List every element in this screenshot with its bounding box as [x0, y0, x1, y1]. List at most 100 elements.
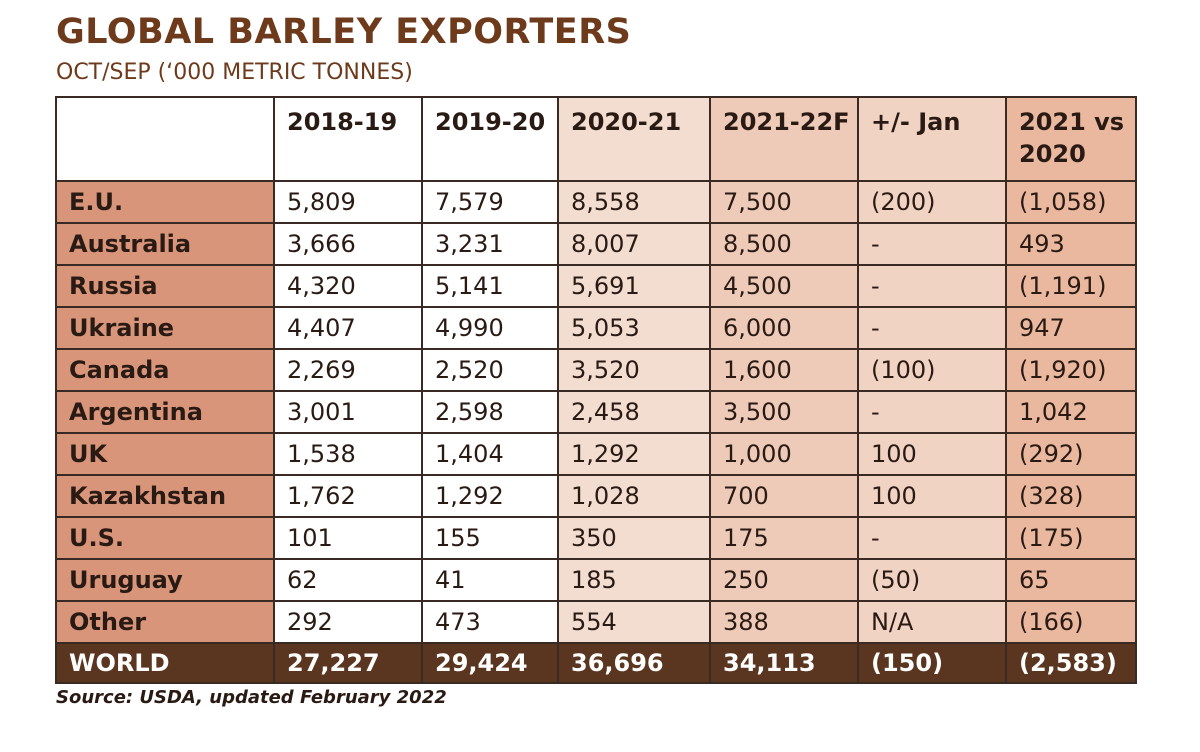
table-cell: 700: [709, 474, 859, 518]
table-cell: 3,520: [557, 348, 711, 392]
page-title: GLOBAL BARLEY EXPORTERS: [56, 12, 632, 52]
row-label: U.S.: [55, 516, 275, 560]
table-cell: (292): [1005, 432, 1137, 476]
table-cell: 7,579: [421, 180, 559, 224]
table-cell: 5,691: [557, 264, 711, 308]
table-cell: 1,000: [709, 432, 859, 476]
table-cell: 34,113: [709, 642, 859, 684]
table-cell: (150): [857, 642, 1007, 684]
table-cell: 3,231: [421, 222, 559, 266]
column-header: 2021-22F: [709, 96, 859, 182]
row-label: Ukraine: [55, 306, 275, 350]
column-header: 2021 vs 2020: [1005, 96, 1137, 182]
row-label: Uruguay: [55, 558, 275, 602]
table-row: UK 1,538 1,404 1,292 1,000 100 (292): [55, 432, 1137, 476]
table-row: E.U. 5,809 7,579 8,558 7,500 (200) (1,058): [55, 180, 1137, 224]
table-cell: 493: [1005, 222, 1137, 266]
table-cell: 175: [709, 516, 859, 560]
table-row: Kazakhstan 1,762 1,292 1,028 700 100 (328): [55, 474, 1137, 518]
table-cell: (2,583): [1005, 642, 1137, 684]
table-cell: 100: [857, 432, 1007, 476]
table-cell: 1,600: [709, 348, 859, 392]
column-header: 2019-20: [421, 96, 559, 182]
table-cell: -: [857, 516, 1007, 560]
table-row: Ukraine 4,407 4,990 5,053 6,000-947: [55, 306, 1137, 350]
table-row: Russia 4,320 5,141 5,691 4,500- (1,191): [55, 264, 1137, 308]
row-label: WORLD: [55, 642, 275, 684]
table-cell: 1,292: [557, 432, 711, 476]
table-cell: 1,404: [421, 432, 559, 476]
table-cell: (1,058): [1005, 180, 1137, 224]
table-cell: 2,520: [421, 348, 559, 392]
table-cell: 2,598: [421, 390, 559, 434]
table-row: Other 292 473 554 388 N/A (166): [55, 600, 1137, 644]
column-header: 2020-21: [557, 96, 711, 182]
table-row: Uruguay 62 41 185 250 (50) 65: [55, 558, 1137, 602]
table-cell: 3,666: [273, 222, 423, 266]
page-subtitle: OCT/SEP (‘000 METRIC TONNES): [56, 60, 413, 85]
table-cell: -: [857, 222, 1007, 266]
table-cell: 1,762: [273, 474, 423, 518]
table-cell: 36,696: [557, 642, 711, 684]
row-label: Russia: [55, 264, 275, 308]
table-cell: 8,500: [709, 222, 859, 266]
table-cell: (50): [857, 558, 1007, 602]
row-label: E.U.: [55, 180, 275, 224]
table-cell: 5,141: [421, 264, 559, 308]
table-cell: -: [857, 390, 1007, 434]
table-cell: 29,424: [421, 642, 559, 684]
table-cell: (1,191): [1005, 264, 1137, 308]
table-cell: (175): [1005, 516, 1137, 560]
table-cell: (100): [857, 348, 1007, 392]
row-label: Argentina: [55, 390, 275, 434]
table-cell: 27,227: [273, 642, 423, 684]
table-cell: 1,028: [557, 474, 711, 518]
table-cell: -: [857, 306, 1007, 350]
table-cell: 388: [709, 600, 859, 644]
table-row: Canada 2,269 2,520 3,520 1,600 (100) (1,920): [55, 348, 1137, 392]
table-cell: 62: [273, 558, 423, 602]
table-cell: 41: [421, 558, 559, 602]
column-header: +/- Jan: [857, 96, 1007, 182]
column-header: 2018-19: [273, 96, 423, 182]
table-cell: 155: [421, 516, 559, 560]
table-cell: 1,042: [1005, 390, 1137, 434]
barley-exporters-table: 2018-19 2019-20 2020-21 2021-22F +/- Jan…: [55, 96, 1137, 684]
table-cell: 350: [557, 516, 711, 560]
table-cell: N/A: [857, 600, 1007, 644]
table-row: Argentina 3,001 2,598 2,458 3,500-1,042: [55, 390, 1137, 434]
table-row: U.S. 101 155 350 175- (175): [55, 516, 1137, 560]
table-cell: 4,320: [273, 264, 423, 308]
row-label: Other: [55, 600, 275, 644]
table-cell: 5,809: [273, 180, 423, 224]
row-label: UK: [55, 432, 275, 476]
table-cell: 1,292: [421, 474, 559, 518]
table-cell: 7,500: [709, 180, 859, 224]
table-cell: 65: [1005, 558, 1137, 602]
table-cell: 5,053: [557, 306, 711, 350]
table-cell: 2,458: [557, 390, 711, 434]
table-cell: (166): [1005, 600, 1137, 644]
table-cell: 4,407: [273, 306, 423, 350]
source-note: Source: USDA, updated February 2022: [56, 687, 447, 708]
table-cell: 554: [557, 600, 711, 644]
table-cell: 6,000: [709, 306, 859, 350]
total-row: WORLD 27,227 29,424 36,696 34,113 (150) (2,583…: [55, 642, 1137, 684]
table-cell: 3,500: [709, 390, 859, 434]
table-cell: 4,500: [709, 264, 859, 308]
table-cell: (1,920): [1005, 348, 1137, 392]
table-cell: 2,269: [273, 348, 423, 392]
table-cell: 101: [273, 516, 423, 560]
row-label: Kazakhstan: [55, 474, 275, 518]
table-cell: 4,990: [421, 306, 559, 350]
row-label: Canada: [55, 348, 275, 392]
table-cell: 250: [709, 558, 859, 602]
table-header-row: 2018-19 2019-20 2020-21 2021-22F +/- Jan…: [55, 96, 1137, 182]
table-cell: 185: [557, 558, 711, 602]
table-cell: 8,558: [557, 180, 711, 224]
table-cell: 1,538: [273, 432, 423, 476]
table-cell: 947: [1005, 306, 1137, 350]
header-corner-cell: [55, 96, 275, 182]
table-cell: -: [857, 264, 1007, 308]
table-cell: (328): [1005, 474, 1137, 518]
